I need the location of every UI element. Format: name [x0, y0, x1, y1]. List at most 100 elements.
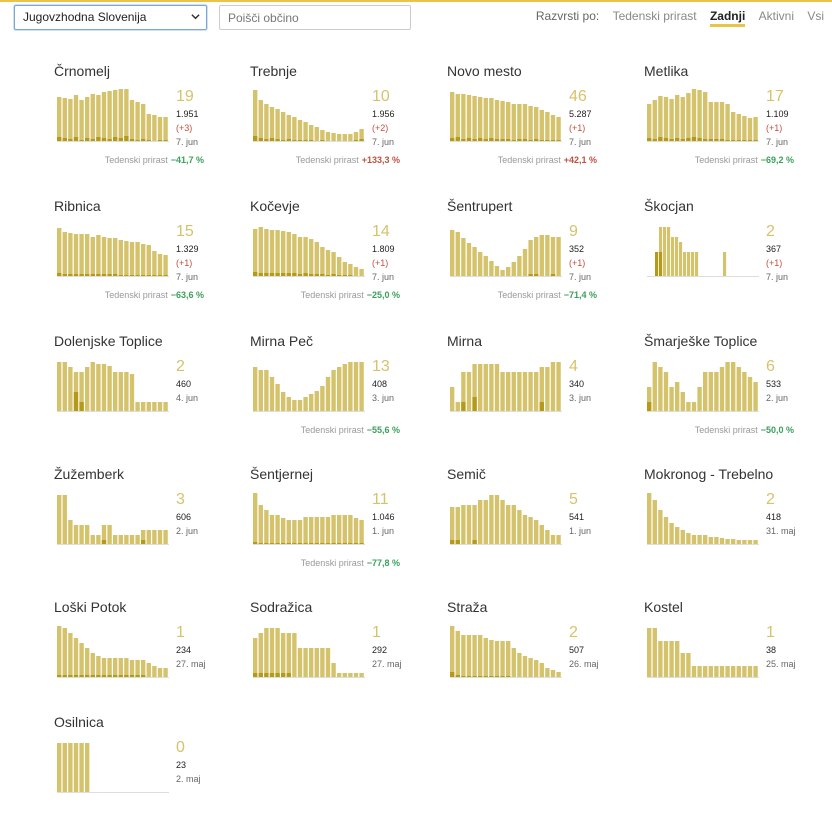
- case-bar: [466, 505, 472, 545]
- municipality-card[interactable]: Šentjernej 11 1.046 1. jun Tedenski prirast −…: [250, 466, 440, 586]
- new-case-bar: [461, 139, 466, 142]
- new-case-bar: [517, 139, 522, 142]
- case-bar: [517, 372, 522, 412]
- new-case-bar: [85, 274, 90, 277]
- sort-option-weekly-growth[interactable]: Tedenski prirast: [612, 9, 697, 23]
- case-bar: [353, 362, 359, 412]
- sort-option-all[interactable]: Vsi: [807, 9, 824, 23]
- municipality-name: Trebnje: [250, 63, 297, 79]
- case-bar: [478, 252, 483, 277]
- top-accent-line: [0, 0, 832, 2]
- municipality-card[interactable]: Novo mesto 46 5.287 (+1) 7. jun Tedenski prir…: [447, 63, 637, 183]
- new-case-bar: [450, 672, 455, 678]
- cases-bar-chart: [253, 362, 365, 412]
- case-bar: [73, 234, 79, 277]
- weekly-growth-label: Tedenski prirast: [300, 290, 364, 300]
- weekly-growth-value: +42,1 %: [563, 155, 597, 165]
- municipality-card[interactable]: Črnomelj 19 1.951 (+3) 7. jun Tedenski priras…: [54, 63, 244, 183]
- municipality-card[interactable]: Loški Potok 1 234 27. maj: [54, 599, 244, 719]
- case-bar: [353, 673, 359, 678]
- case-bar: [658, 96, 663, 142]
- case-bar: [96, 364, 101, 412]
- case-bar: [466, 372, 472, 412]
- municipality-card[interactable]: Šmarješke Toplice 6 533 2. jun Tedenski prir…: [644, 333, 832, 453]
- case-bar: [157, 530, 163, 545]
- case-bar: [534, 660, 539, 678]
- case-bar: [731, 539, 736, 545]
- case-bar: [303, 648, 308, 678]
- municipality-card[interactable]: Trebnje 10 1.956 (+2) 7. jun Tedenski prirast…: [250, 63, 440, 183]
- case-bar: [695, 252, 699, 277]
- sort-option-latest[interactable]: Zadnji: [709, 9, 746, 27]
- region-select[interactable]: Jugovzhodna Slovenija: [14, 5, 207, 30]
- case-bar: [314, 242, 319, 277]
- case-bar: [101, 92, 107, 142]
- search-input[interactable]: [219, 5, 411, 30]
- case-bar: [303, 517, 308, 545]
- municipality-card[interactable]: Žužemberk 3 606 2. jun: [54, 466, 244, 586]
- municipality-card[interactable]: Kostel 1 38 25. maj: [644, 599, 832, 719]
- municipality-name: Šmarješke Toplice: [644, 333, 758, 349]
- new-case-bar: [62, 138, 67, 142]
- municipality-name: Sodražica: [250, 599, 313, 615]
- municipality-card[interactable]: Mirna Peč 13 408 3. jun Tedenski prirast −55,…: [250, 333, 440, 453]
- case-bar: [359, 362, 364, 412]
- weekly-growth-label: Tedenski prirast: [497, 290, 561, 300]
- case-bar: [461, 635, 466, 678]
- case-bar: [101, 237, 107, 277]
- active-cases-count: 0: [176, 739, 185, 756]
- case-bar: [455, 631, 460, 678]
- municipality-card[interactable]: Mirna 4 340 3. jun: [447, 333, 637, 453]
- municipality-name: Škocjan: [644, 198, 694, 214]
- sort-option-active[interactable]: Aktivni: [758, 9, 794, 23]
- case-bar: [292, 633, 297, 678]
- case-bar: [292, 234, 297, 277]
- municipality-card[interactable]: Kočevje 14 1.809 (+1) 7. jun Tedenski prirast…: [250, 198, 440, 318]
- case-bar: [522, 515, 528, 545]
- municipality-card[interactable]: Škocjan 2 367 (+1) 7. jun: [644, 198, 832, 318]
- municipality-card[interactable]: Straža 2 507 26. maj: [447, 599, 637, 719]
- municipality-card[interactable]: Osilnica 0 23 2. maj: [54, 714, 244, 834]
- daily-delta: (+1): [372, 258, 389, 268]
- weekly-growth-value: −71,4 %: [563, 290, 597, 300]
- case-bar: [57, 626, 62, 678]
- case-bar: [539, 110, 544, 142]
- municipality-card[interactable]: Šentrupert 9 352 (+1) 7. jun Tedenski prirast…: [447, 198, 637, 318]
- new-case-bar: [258, 273, 263, 277]
- municipality-card[interactable]: Mokronog - Trebelno 2 418 31. maj: [644, 466, 832, 586]
- case-bar: [697, 90, 702, 142]
- new-case-bar: [680, 139, 685, 142]
- new-case-bar: [659, 252, 663, 277]
- case-bar: [297, 520, 303, 545]
- case-bar: [90, 94, 95, 142]
- weekly-growth-value: −77,8 %: [366, 558, 400, 568]
- case-bar: [691, 89, 697, 142]
- daily-delta: (+1): [766, 123, 783, 133]
- active-cases-count: 19: [176, 88, 194, 105]
- cases-bar-chart: [57, 495, 169, 545]
- municipality-card[interactable]: Dolenjske Toplice 2 460 4. jun: [54, 333, 244, 453]
- municipality-card[interactable]: Ribnica 15 1.329 (+1) 7. jun Tedenski prirast…: [54, 198, 244, 318]
- case-bar: [303, 397, 308, 412]
- case-bar: [528, 517, 533, 545]
- municipality-card[interactable]: Metlika 17 1.109 (+1) 7. jun Tedenski prirast…: [644, 63, 832, 183]
- case-bar: [714, 666, 719, 678]
- case-bar: [348, 362, 353, 412]
- total-cases: 234: [176, 645, 192, 655]
- daily-delta: (+2): [372, 123, 389, 133]
- municipality-card[interactable]: Semič 5 541 1. jun: [447, 466, 637, 586]
- case-bar: [107, 238, 112, 277]
- case-bar: [297, 120, 303, 142]
- case-bar: [79, 643, 84, 678]
- municipality-card[interactable]: Sodražica 1 292 27. maj: [250, 599, 440, 719]
- last-date: 4. jun: [176, 393, 199, 403]
- case-bar: [62, 628, 67, 678]
- new-case-bar: [124, 675, 129, 678]
- cases-bar-chart: [253, 227, 365, 277]
- case-bar: [73, 95, 79, 142]
- new-case-bar: [90, 274, 95, 277]
- total-cases: 1.329: [176, 244, 199, 254]
- case-bar: [517, 510, 522, 545]
- case-bar: [129, 242, 135, 277]
- case-bar: [528, 372, 533, 412]
